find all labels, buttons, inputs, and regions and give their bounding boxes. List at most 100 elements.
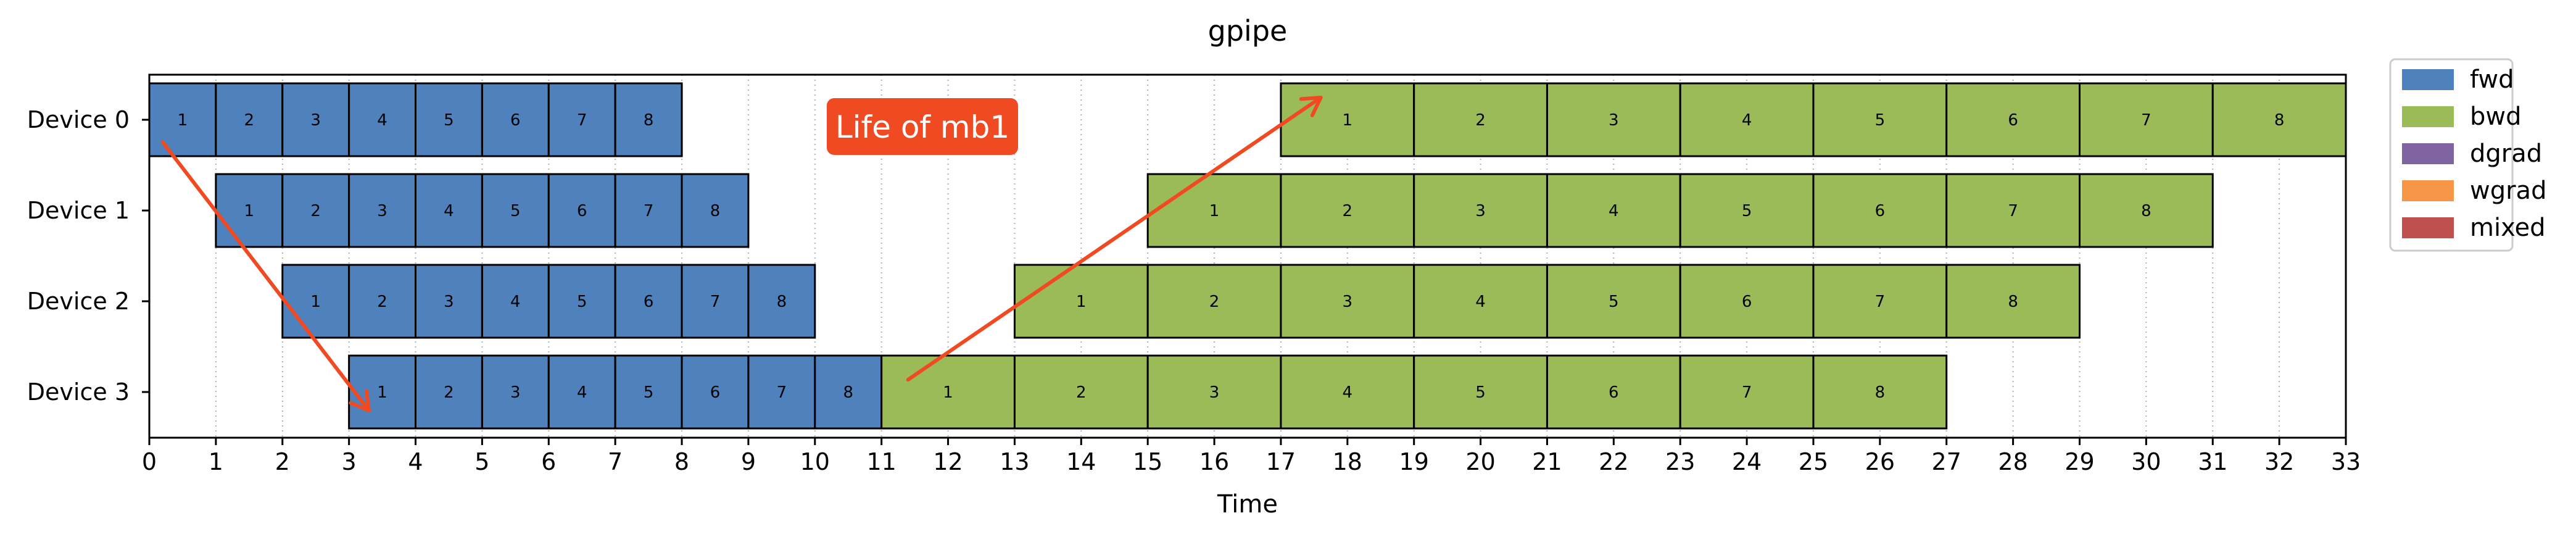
bwd-bar [1945, 264, 2081, 339]
bwd-bar-label: 6 [2008, 111, 2018, 130]
bwd-bar-label: 6 [1609, 383, 1619, 402]
fwd-bar-label: 7 [577, 111, 587, 130]
fwd-bar-label: 5 [644, 383, 654, 402]
bwd-bar [1146, 173, 1282, 248]
fwd-bar [415, 354, 483, 430]
x-tick-label: 21 [1532, 448, 1562, 475]
bwd-bar [2078, 82, 2214, 157]
bwd-bar-label: 7 [1742, 383, 1752, 402]
x-tick-label: 12 [933, 448, 963, 475]
bwd-bar-label: 8 [2274, 111, 2285, 130]
bwd-bar-label: 7 [1875, 293, 1886, 311]
legend-label-bwd: bwd [2470, 102, 2522, 131]
x-tick-label: 25 [1799, 448, 1828, 475]
fwd-bar-label: 5 [510, 202, 521, 220]
bwd-bar-label: 3 [1609, 111, 1619, 130]
fwd-bar-label: 4 [510, 293, 521, 311]
x-tick-label: 4 [408, 448, 423, 475]
bwd-bar-label: 5 [1742, 202, 1752, 220]
fwd-bar-label: 7 [777, 383, 787, 402]
fwd-bar-label: 4 [377, 111, 387, 130]
chart-title: gpipe [1208, 14, 1288, 48]
x-tick-label: 19 [1399, 448, 1429, 475]
x-tick-label: 30 [2131, 448, 2161, 475]
bwd-bar [1679, 354, 1815, 430]
x-tick-label: 13 [1000, 448, 1029, 475]
bwd-bar-label: 2 [1209, 293, 1220, 311]
bwd-bar-label: 5 [1609, 293, 1619, 311]
x-tick-label: 27 [1932, 448, 1961, 475]
x-tick-label: 7 [608, 448, 623, 475]
x-tick-label: 2 [275, 448, 290, 475]
x-axis-ticks: 0 1 2 3 4 5 6 7 8 9 10 11 12 13 14 15 16 17 18 19 20 21 22 23 24… [142, 438, 2361, 475]
y-tick-label: Device 2 [27, 288, 130, 315]
annotation-label-box [827, 98, 1018, 155]
x-tick-label: 24 [1732, 448, 1762, 475]
fwd-bar-label: 8 [644, 111, 654, 130]
fwd-bar-label: 7 [644, 202, 654, 220]
fwd-bar [215, 82, 284, 157]
bwd-bar [1546, 354, 1681, 430]
plot-frame [148, 73, 2347, 439]
bwd-bar [1679, 82, 1815, 157]
fwd-bar-label: 3 [310, 111, 321, 130]
fwd-bar-label: 5 [444, 111, 454, 130]
x-tick-label: 28 [1998, 448, 2027, 475]
fwd-bar [415, 82, 483, 157]
bwd-bar-label: 7 [2008, 202, 2018, 220]
x-tick-label: 22 [1599, 448, 1628, 475]
annotation-life-of-mb1: Life of mb1 [160, 96, 1323, 412]
fwd-bar [547, 173, 616, 248]
bar-blocks: 1 2 3 4 5 6 7 8 1 2 3 4 5 6 7 8 1 2 3 4 5 6 7 8 1 2 3 4 5 6 7 8 1 2 3 4 5 6 7 8… [148, 82, 2347, 430]
fwd-bar [281, 264, 350, 339]
bwd-bar [1546, 82, 1681, 157]
bwd-bar [1812, 82, 1948, 157]
bwd-bar [1945, 173, 2081, 248]
x-tick-label: 16 [1199, 448, 1229, 475]
bwd-bar [1945, 82, 2081, 157]
x-tick-label: 9 [741, 448, 756, 475]
y-tick-label: Device 3 [27, 378, 130, 406]
fwd-bar [281, 173, 350, 248]
x-tick-label: 33 [2331, 448, 2361, 475]
x-tick-label: 3 [342, 448, 357, 475]
bwd-bar-label: 1 [943, 383, 953, 402]
y-tick-label: Device 0 [27, 106, 130, 133]
fwd-bar [215, 173, 284, 248]
bwd-bar-label: 7 [2141, 111, 2151, 130]
bwd-bar [1413, 354, 1548, 430]
fwd-bar-label: 6 [644, 293, 654, 311]
bwd-bar [1146, 264, 1282, 339]
bwd-bar-label: 3 [1343, 293, 1353, 311]
bwd-bar [1679, 264, 1815, 339]
legend: fwd bwd dgrad wgrad mixed [2389, 58, 2546, 252]
bwd-bar-label: 4 [1343, 383, 1353, 402]
fwd-bar [747, 264, 816, 339]
fwd-bar-label: 3 [444, 293, 454, 311]
bwd-bar [2211, 82, 2347, 157]
bwd-bar [880, 354, 1016, 430]
x-axis-label: Time [1217, 490, 1278, 519]
fwd-bar-label: 2 [310, 202, 321, 220]
fwd-bar-label: 3 [510, 383, 521, 402]
bwd-bar [1679, 173, 1815, 248]
bwd-bar-label: 8 [2141, 202, 2151, 220]
x-tick-label: 11 [866, 448, 896, 475]
annotation-arrow [160, 140, 371, 412]
fwd-bar [481, 82, 550, 157]
bwd-bar-label: 3 [1475, 202, 1486, 220]
bwd-bar [1146, 354, 1282, 430]
legend-swatch-dgrad [2402, 143, 2454, 164]
fwd-bar-label: 3 [377, 202, 387, 220]
bwd-bar-label: 2 [1343, 202, 1353, 220]
fwd-bar-label: 6 [710, 383, 721, 402]
x-tick-label: 23 [1665, 448, 1695, 475]
fwd-bar-label: 6 [510, 111, 521, 130]
bwd-bar [2078, 173, 2214, 248]
bwd-bar-label: 6 [1875, 202, 1886, 220]
fwd-bar-label: 8 [710, 202, 721, 220]
fwd-bar-label: 1 [310, 293, 321, 311]
x-tick-label: 10 [800, 448, 830, 475]
bwd-bar-label: 5 [1475, 383, 1486, 402]
legend-swatch-mixed [2402, 217, 2454, 238]
